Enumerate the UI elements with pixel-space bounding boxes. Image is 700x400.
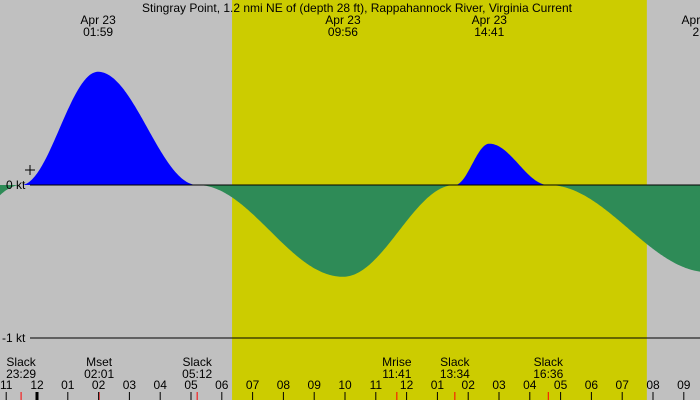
hour-tick-label: 10 bbox=[338, 378, 352, 392]
peak-time-label: 14:41 bbox=[474, 25, 504, 39]
hour-tick-label: 08 bbox=[646, 378, 660, 392]
y-tick-label-minus-1: -1 kt bbox=[2, 331, 26, 345]
hour-tick-label: 02 bbox=[92, 378, 106, 392]
peak-date-label: Apr 23 bbox=[325, 13, 361, 27]
hour-tick-label: 01 bbox=[431, 378, 445, 392]
hour-tick-label: 02 bbox=[462, 378, 476, 392]
hour-tick-label: 04 bbox=[523, 378, 537, 392]
event-label: Slack bbox=[440, 355, 470, 369]
event-time-label: 02:01 bbox=[84, 367, 114, 381]
hour-tick-label: 04 bbox=[154, 378, 168, 392]
hour-tick-label: 06 bbox=[585, 378, 599, 392]
peak-time-label: 01:59 bbox=[83, 25, 113, 39]
event-label: Slack bbox=[6, 355, 36, 369]
ebb-area-0 bbox=[0, 185, 22, 196]
hour-tick-label: 12 bbox=[400, 378, 414, 392]
peak-time-label: 09:56 bbox=[328, 25, 358, 39]
y-tick-label-0: 0 kt bbox=[6, 178, 26, 192]
hour-tick-label: 05 bbox=[554, 378, 568, 392]
event-time-label: 16:36 bbox=[533, 367, 563, 381]
plus-marker bbox=[25, 165, 35, 175]
hour-tick-label: 06 bbox=[215, 378, 229, 392]
peak-date-label: Apr 23 bbox=[80, 13, 116, 27]
peak-date-label: Apr 23 bbox=[682, 13, 700, 27]
event-label: Mrise bbox=[382, 355, 412, 369]
flood-area-3 bbox=[455, 143, 549, 185]
ebb-area-2 bbox=[198, 185, 455, 277]
peak-time-label: 21 bbox=[693, 25, 700, 39]
event-time-label: 13:34 bbox=[440, 367, 470, 381]
hour-tick-label: 05 bbox=[184, 378, 198, 392]
ebb-area-4 bbox=[549, 185, 700, 272]
hour-tick-label: 09 bbox=[677, 378, 691, 392]
peak-date-label: Apr 23 bbox=[472, 13, 508, 27]
event-time-label: 05:12 bbox=[182, 367, 212, 381]
event-label: Slack bbox=[534, 355, 564, 369]
hour-tick-label: 01 bbox=[61, 378, 75, 392]
hour-tick-label: 09 bbox=[308, 378, 322, 392]
hour-tick-label: 11 bbox=[0, 378, 13, 392]
flood-area-1 bbox=[22, 71, 198, 185]
event-label: Mset bbox=[86, 355, 113, 369]
hour-tick-label: 11 bbox=[370, 378, 383, 392]
event-label: Slack bbox=[182, 355, 212, 369]
event-time-label: 11:41 bbox=[382, 367, 411, 381]
chart-title: Stingray Point, 1.2 nmi NE of (depth 28 … bbox=[142, 1, 573, 15]
hour-tick-label: 08 bbox=[277, 378, 291, 392]
hour-tick-label: 03 bbox=[492, 378, 506, 392]
event-time-label: 23:29 bbox=[6, 367, 36, 381]
hour-tick-label: 03 bbox=[123, 378, 137, 392]
hour-tick-label: 07 bbox=[246, 378, 260, 392]
hour-tick-label: 12 bbox=[30, 378, 44, 392]
hour-tick-label: 07 bbox=[616, 378, 630, 392]
